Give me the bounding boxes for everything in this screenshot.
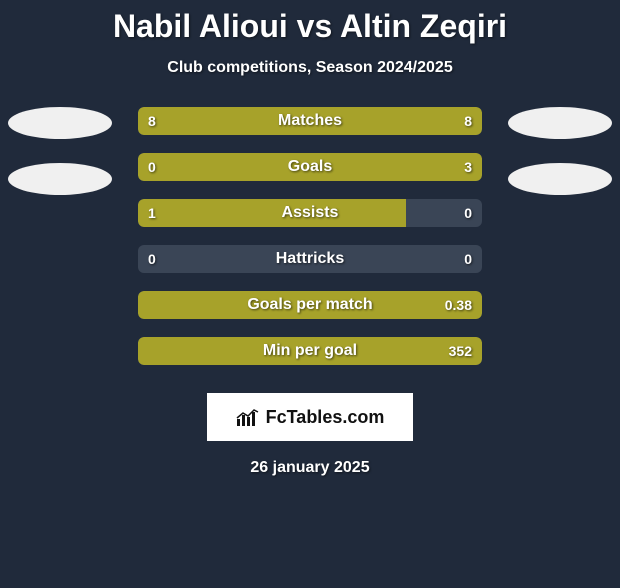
comparison-stage: Matches88Goals03Assists10Hattricks00Goal… xyxy=(0,107,620,365)
stat-fill-right xyxy=(200,153,482,181)
player-right-avatar xyxy=(508,107,612,139)
brand-text: FcTables.com xyxy=(266,407,385,428)
stat-row: Goals03 xyxy=(138,153,482,181)
stat-fill-right xyxy=(310,107,482,135)
brand-badge: FcTables.com xyxy=(207,393,413,441)
player-left-column xyxy=(0,107,120,195)
stat-fill-left xyxy=(138,337,310,365)
page-subtitle: Club competitions, Season 2024/2025 xyxy=(0,59,620,77)
stat-fill-left xyxy=(138,107,310,135)
page-title: Nabil Alioui vs Altin Zeqiri xyxy=(0,8,620,45)
stat-value-left: 0 xyxy=(148,245,156,273)
stat-label: Hattricks xyxy=(138,245,482,273)
stat-fill-left xyxy=(138,153,200,181)
stat-row: Min per goal352 xyxy=(138,337,482,365)
stat-value-right: 0 xyxy=(464,199,472,227)
stat-row: Matches88 xyxy=(138,107,482,135)
player-right-column xyxy=(500,107,620,195)
brand-chart-icon xyxy=(236,407,260,427)
player-left-club-avatar xyxy=(8,163,112,195)
player-left-avatar xyxy=(8,107,112,139)
player-right-club-avatar xyxy=(508,163,612,195)
stat-row: Assists10 xyxy=(138,199,482,227)
stat-value-right: 0 xyxy=(464,245,472,273)
stat-fill-left xyxy=(138,291,310,319)
snapshot-date: 26 january 2025 xyxy=(0,459,620,477)
stat-fill-left xyxy=(138,199,406,227)
stat-fill-right xyxy=(310,337,482,365)
stat-row: Goals per match0.38 xyxy=(138,291,482,319)
stat-fill-right xyxy=(310,291,482,319)
stat-bars: Matches88Goals03Assists10Hattricks00Goal… xyxy=(138,107,482,365)
stat-row: Hattricks0 0 xyxy=(138,245,482,273)
